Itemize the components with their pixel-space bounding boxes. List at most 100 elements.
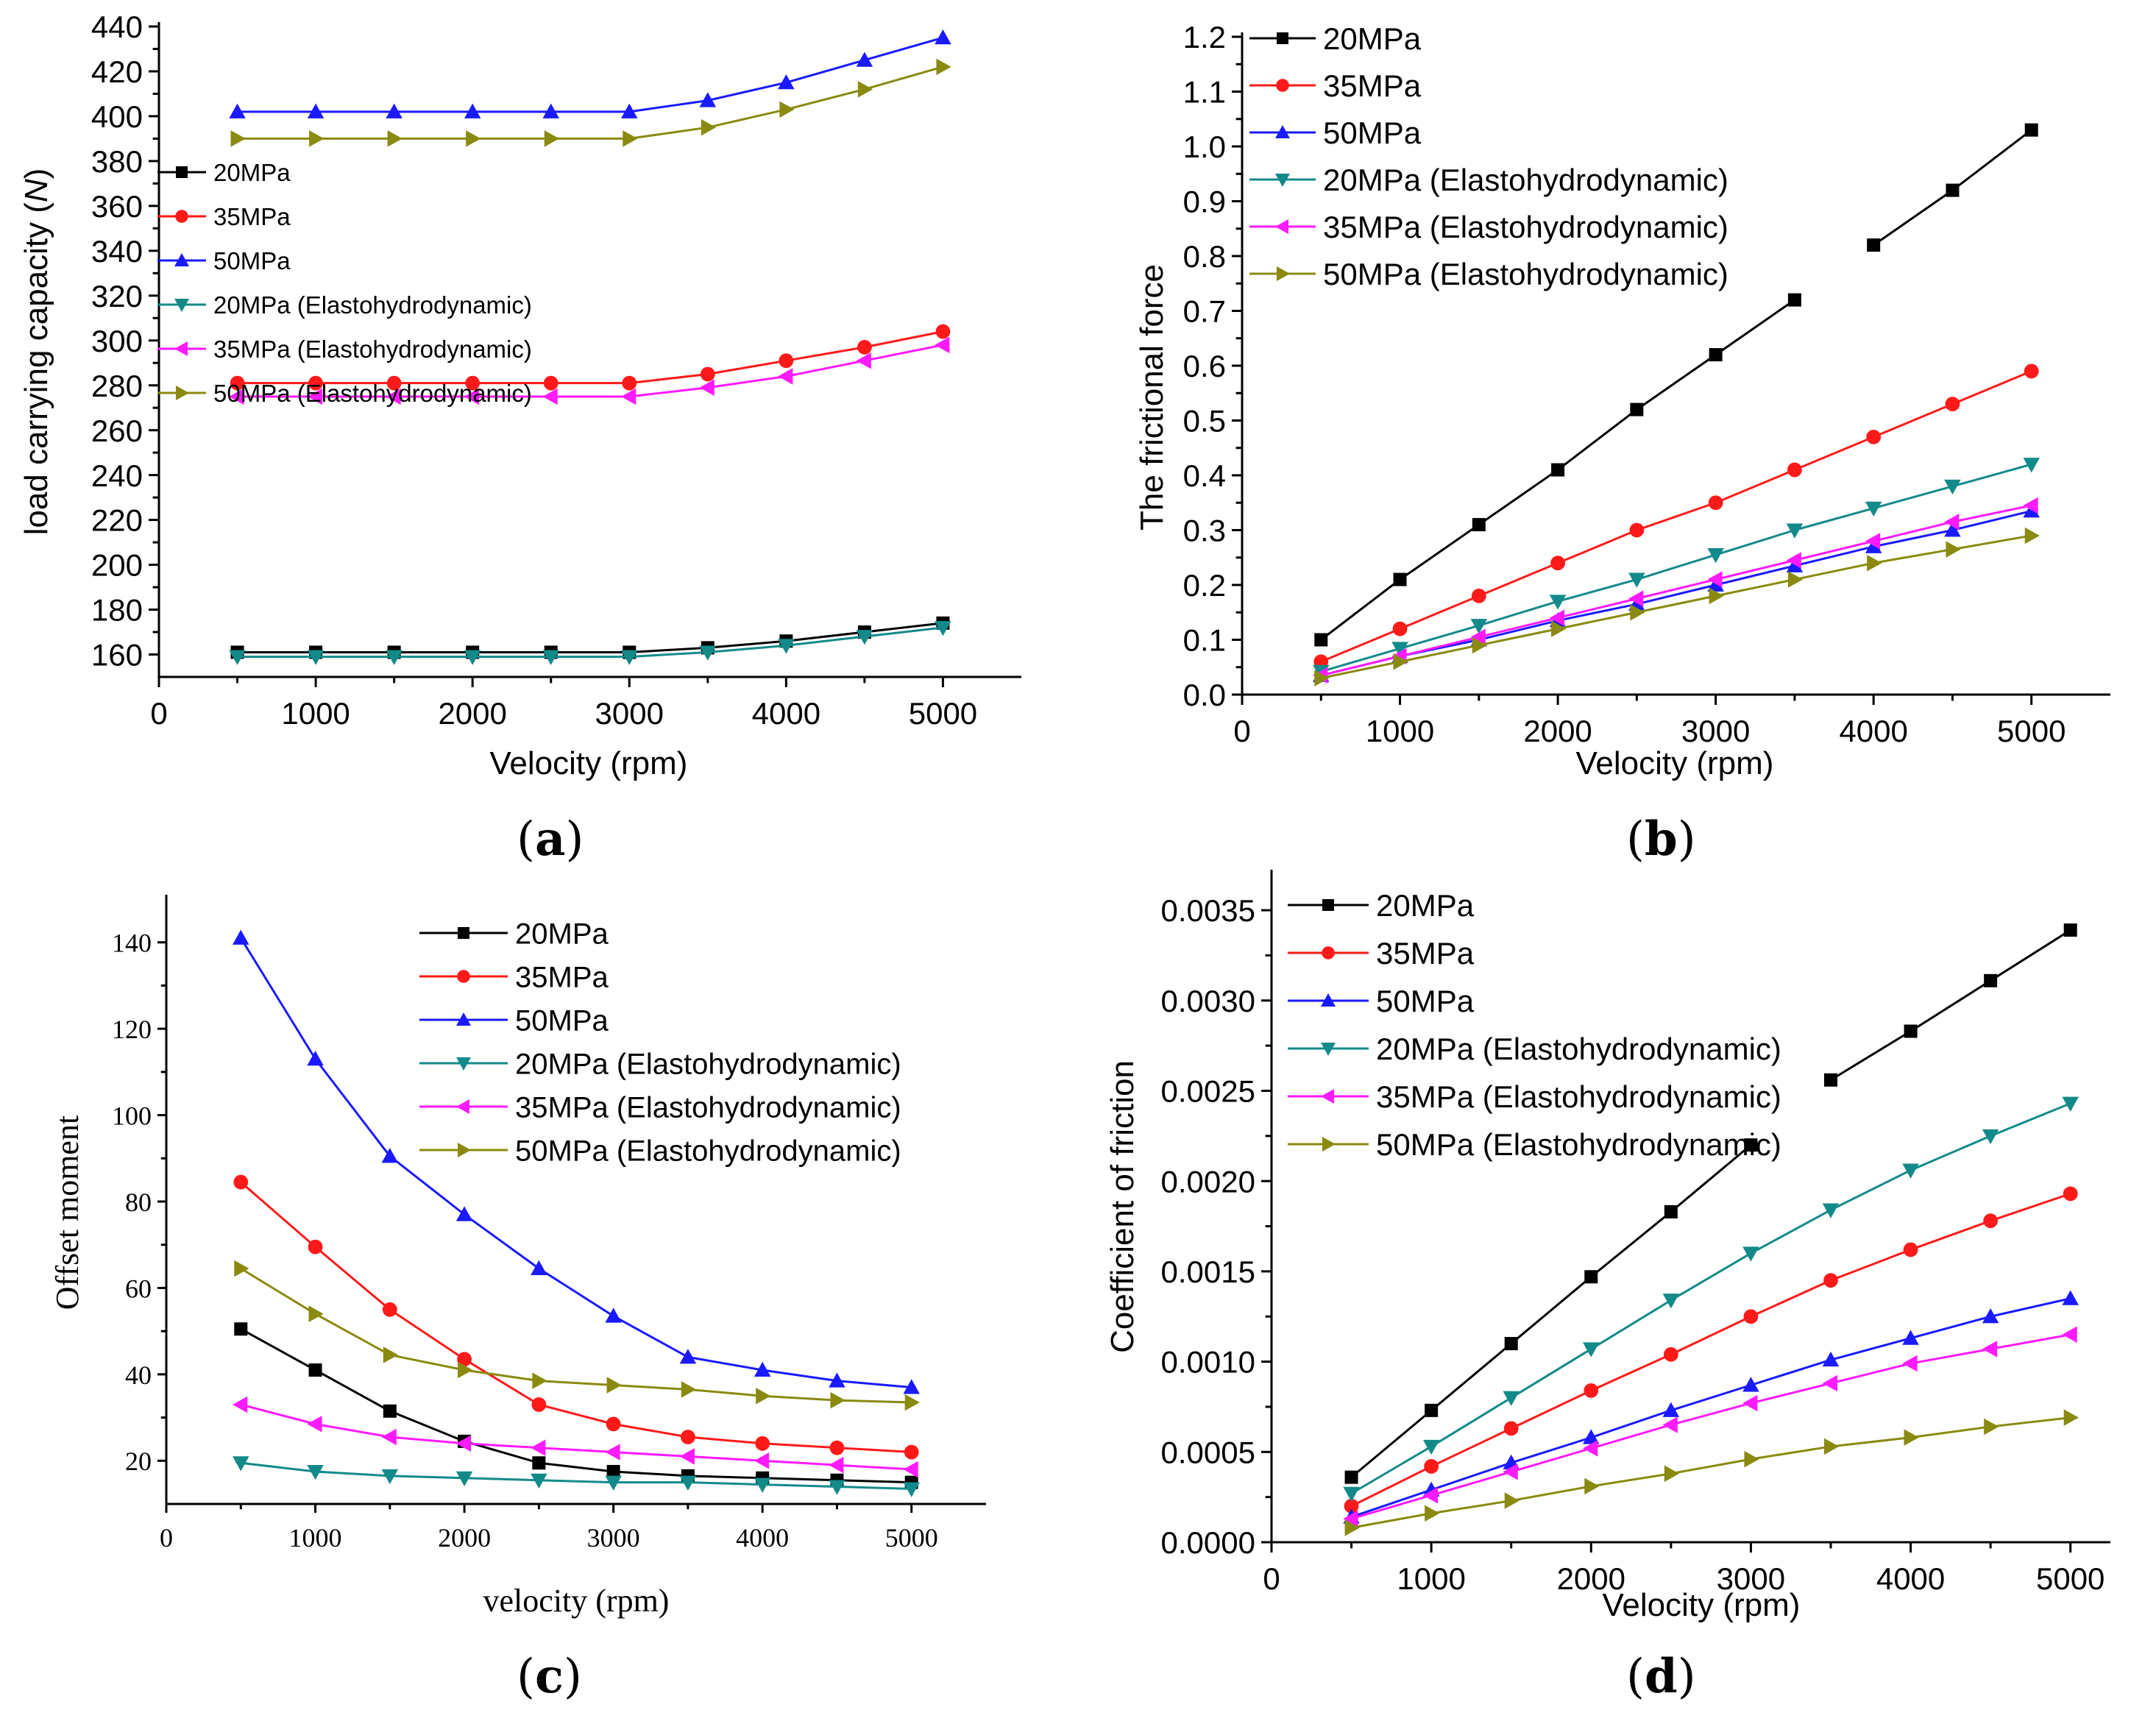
data-point-50mpa-ehd xyxy=(681,1381,697,1398)
legend-marker xyxy=(457,970,470,983)
data-point-20mpa xyxy=(1551,463,1565,477)
legend-entry-label: 35MPa (Elastohydrodynamic) xyxy=(1323,210,1728,244)
data-point-20mpa-ehd xyxy=(1343,1486,1360,1502)
panel-letter-paren-close: ) xyxy=(1678,812,1696,867)
data-point-35mpa-ehd xyxy=(903,1461,918,1478)
legend-entry-label: 20MPa xyxy=(515,918,609,950)
series-line-35mpa xyxy=(237,330,943,385)
data-point-50mpa xyxy=(856,52,873,67)
data-point-20mpa-ehd xyxy=(605,1475,622,1491)
legend-marker xyxy=(175,210,188,223)
data-point-20mpa-ehd xyxy=(1742,1246,1759,1262)
y-tick-label: 420 xyxy=(91,54,143,89)
data-point-35mpa-ehd xyxy=(229,388,244,405)
series-line-35mpa-ehd xyxy=(1351,1333,2071,1520)
series-line-35mpa-ehd xyxy=(1320,504,2032,677)
data-point-20mpa xyxy=(1664,1204,1678,1218)
data-point-35mpa-ehd xyxy=(307,1416,322,1433)
data-point-50mpa xyxy=(903,1379,920,1394)
y-tick-label: 0.0 xyxy=(1183,678,1226,712)
x-axis-title: Velocity (rpm) xyxy=(490,745,688,781)
data-point-35mpa xyxy=(465,375,481,391)
y-tick-label: 400 xyxy=(91,99,143,134)
series-line-20mpa xyxy=(1830,929,2071,1082)
data-point-35mpa xyxy=(1584,1383,1599,1398)
data-point-35mpa-ehd xyxy=(1628,590,1644,607)
y-tick-label: 80 xyxy=(125,1188,152,1217)
data-point-20mpa xyxy=(1867,238,1881,252)
panel-letter-paren-close: ) xyxy=(565,812,584,867)
x-tick-label: 1000 xyxy=(1397,1561,1465,1596)
data-point-35mpa-ehd xyxy=(531,1439,546,1456)
y-axis-title: load carrying capacity (N) xyxy=(18,168,54,536)
data-point-20mpa xyxy=(1824,1073,1837,1087)
chart-panel-b: 0 1000 2000 3000 4000 5000 0.0 0.1 0.2 0.3 0.4 0.5 0… xyxy=(1134,20,2110,867)
y-tick-label: 340 xyxy=(91,234,143,269)
data-point-50mpa-ehd xyxy=(532,1372,547,1389)
data-point-35mpa-ehd xyxy=(1662,1416,1678,1433)
legend-marker xyxy=(458,927,469,939)
y-tick-label: 0.3 xyxy=(1183,514,1226,548)
x-tick-label: 2000 xyxy=(438,696,506,731)
data-point-50mpa-ehd xyxy=(2063,1409,2079,1426)
data-point-20mpa-ehd xyxy=(1707,548,1724,564)
x-tick-label: 0 xyxy=(160,1523,173,1553)
data-point-50mpa-ehd xyxy=(857,81,873,98)
data-point-35mpa-ehd xyxy=(542,388,558,405)
data-point-35mpa-ehd xyxy=(935,336,950,354)
data-point-35mpa xyxy=(755,1436,770,1451)
legend-entry-label: 20MPa xyxy=(1323,21,1422,56)
data-point-50mpa-ehd xyxy=(387,130,403,147)
data-point-50mpa xyxy=(381,1148,399,1163)
y-tick-label: 360 xyxy=(91,189,143,224)
x-tick-label: 2000 xyxy=(1523,714,1592,748)
data-point-20mpa-ehd xyxy=(903,1482,920,1497)
y-tick-label: 20 xyxy=(125,1447,152,1476)
data-point-35mpa-ehd xyxy=(307,388,323,405)
data-point-20mpa xyxy=(606,1464,620,1478)
y-axis-title: Coefficient of friction xyxy=(1104,1060,1141,1353)
data-point-50mpa xyxy=(605,1308,622,1323)
x-tick-label: 1000 xyxy=(281,696,350,731)
data-point-50mpa-ehd xyxy=(830,1391,845,1409)
legend-entry-label: 50MPa (Elastohydrodynamic) xyxy=(515,1135,901,1167)
data-point-50mpa-ehd xyxy=(1787,571,1804,588)
data-point-50mpa-ehd xyxy=(1314,670,1330,686)
data-point-35mpa xyxy=(457,1352,472,1367)
x-tick-label: 4000 xyxy=(752,696,820,731)
data-point-35mpa-ehd xyxy=(1583,1440,1598,1457)
y-axis-title: The frictional force xyxy=(1134,264,1170,531)
data-point-20mpa-ehd xyxy=(531,1473,547,1489)
data-point-35mpa xyxy=(1550,556,1565,571)
x-axis-title: Velocity (rpm) xyxy=(1603,1587,1801,1623)
data-point-35mpa xyxy=(857,340,872,355)
y-tick-label: 280 xyxy=(91,369,143,403)
panel-letter-paren-open: ( xyxy=(1626,812,1645,867)
data-point-35mpa-ehd xyxy=(381,1428,397,1446)
y-axis-title-unit: N xyxy=(18,179,54,202)
data-point-35mpa xyxy=(2024,363,2039,379)
data-point-50mpa xyxy=(1982,1308,1999,1324)
data-point-35mpa xyxy=(700,366,715,382)
data-point-50mpa xyxy=(386,103,403,118)
data-point-20mpa-ehd xyxy=(233,1456,249,1472)
data-point-35mpa xyxy=(829,1440,845,1455)
legend-entry-label: 20MPa (Elastohydrodynamic) xyxy=(515,1048,901,1080)
legend-entry-label: 50MPa xyxy=(515,1004,609,1037)
data-point-20mpa xyxy=(1904,1024,1918,1038)
panel-letter-paren-open: ( xyxy=(517,1650,535,1704)
data-point-50mpa xyxy=(1786,557,1804,572)
y-tick-label: 1.0 xyxy=(1183,129,1226,164)
x-tick-label: 5000 xyxy=(1997,714,2065,748)
data-point-35mpa xyxy=(1983,1213,1999,1229)
series-line-20mpa-ehd xyxy=(1320,463,2032,673)
data-point-20mpa xyxy=(308,1363,322,1377)
x-tick-label: 0 xyxy=(150,696,167,731)
data-point-20mpa-ehd xyxy=(699,645,717,661)
data-point-50mpa xyxy=(1583,1429,1600,1444)
data-point-35mpa-ehd xyxy=(1982,1341,1998,1358)
data-point-35mpa xyxy=(1471,589,1486,603)
legend-marker xyxy=(174,341,188,356)
data-point-35mpa-ehd xyxy=(753,1452,770,1469)
